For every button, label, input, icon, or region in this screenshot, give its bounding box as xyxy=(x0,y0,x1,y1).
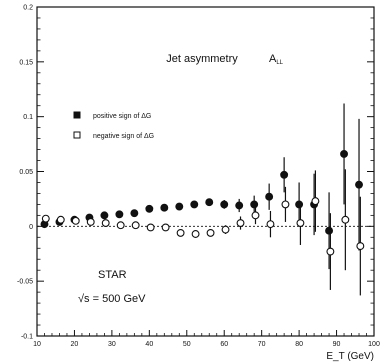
data-point-negative xyxy=(221,225,230,234)
data-point-negative xyxy=(206,228,215,237)
y-tick-label: 0.15 xyxy=(19,59,33,66)
data-point-negative xyxy=(86,217,95,226)
data-point-negative xyxy=(101,219,110,227)
annotation-energy: √s = 500 GeV xyxy=(78,293,146,305)
annotation-title: Jet asymmetry xyxy=(166,53,238,65)
x-tick-label: 80 xyxy=(295,341,303,348)
legend-label-negative: negative sign of ΔG xyxy=(93,133,154,140)
legend-marker-positive xyxy=(73,111,81,119)
data-point-negative xyxy=(191,230,200,238)
data-point-negative xyxy=(341,215,350,224)
y-tick-label: 0.05 xyxy=(19,169,33,176)
data-point-negative xyxy=(146,223,155,232)
y-tick-label: -0.1 xyxy=(21,334,33,341)
legend-marker-negative xyxy=(73,131,81,139)
y-tick-label: -0.05 xyxy=(17,279,33,286)
data-point-negative xyxy=(281,200,290,209)
data-point-negative xyxy=(56,215,65,224)
data-point-positive xyxy=(265,192,274,201)
x-tick-label: 100 xyxy=(368,341,380,348)
data-point-positive xyxy=(295,200,304,209)
data-point-negative xyxy=(326,247,335,256)
data-point-negative xyxy=(311,197,320,206)
y-tick-label: 0.1 xyxy=(23,114,33,121)
data-point-positive xyxy=(160,203,169,212)
x-tick-label: 60 xyxy=(220,341,228,348)
legend-label-positive: positive sign of ΔG xyxy=(93,113,151,120)
annotation-symbol: ALL xyxy=(269,53,284,66)
data-point-positive xyxy=(235,201,244,210)
data-point-negative xyxy=(266,220,275,229)
data-point-negative xyxy=(71,216,80,225)
x-tick-label: 30 xyxy=(108,341,116,348)
x-tick-label: 20 xyxy=(71,341,79,348)
data-point-positive xyxy=(250,200,259,209)
data-point-negative xyxy=(236,219,245,227)
data-point-positive xyxy=(220,200,229,209)
x-axis-label: E_T (GeV) xyxy=(326,351,374,362)
x-tick-label: 50 xyxy=(183,341,191,348)
data-point-negative xyxy=(161,223,170,232)
x-tick-label: 10 xyxy=(33,341,41,348)
data-point-positive xyxy=(100,211,109,220)
data-point-negative xyxy=(41,214,50,223)
data-point-positive xyxy=(115,210,124,219)
data-point-negative xyxy=(116,221,125,230)
x-tick-label: 40 xyxy=(145,341,153,348)
axis-ticks: 10 20 30 40 50 60 70 80 90 100 -0.1 -0.05 0 0.05 0.1 0.… xyxy=(17,5,380,349)
data-point-negative xyxy=(176,228,185,237)
data-point-negative xyxy=(251,211,260,220)
y-tick-label: 0.2 xyxy=(23,5,33,12)
data-point-positive xyxy=(325,226,334,235)
y-tick-label: 0 xyxy=(29,224,33,231)
data-point-positive xyxy=(190,200,199,209)
data-point-positive xyxy=(340,150,348,158)
data-point-positive xyxy=(130,209,139,218)
x-tick-label: 70 xyxy=(258,341,266,348)
data-point-positive xyxy=(175,202,184,211)
data-point-negative xyxy=(356,242,365,251)
data-point-positive xyxy=(355,180,363,189)
data-marks xyxy=(40,103,365,296)
annotation-experiment: STAR xyxy=(98,269,127,281)
data-point-negative xyxy=(296,219,305,227)
data-point-positive xyxy=(205,198,214,207)
data-point-negative xyxy=(131,221,140,230)
x-tick-label: 90 xyxy=(333,341,341,348)
data-point-positive xyxy=(280,170,289,179)
data-point-positive xyxy=(145,204,154,213)
